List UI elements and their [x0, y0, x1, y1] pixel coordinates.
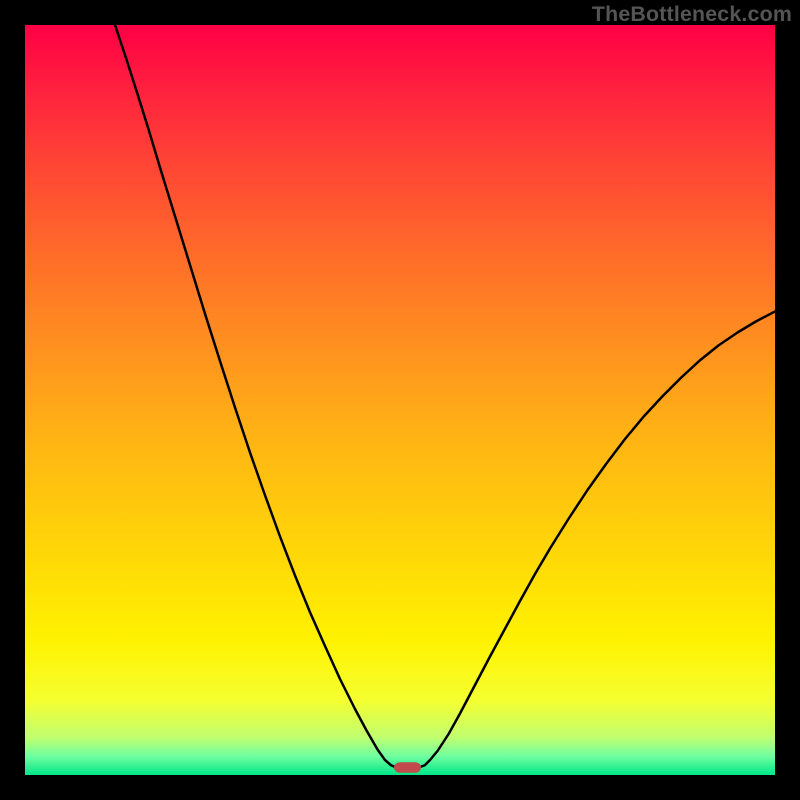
optimum-marker — [394, 762, 421, 773]
plot-svg — [25, 25, 775, 775]
gradient-background — [25, 25, 775, 775]
watermark-text: TheBottleneck.com — [592, 2, 792, 27]
bottleneck-figure: TheBottleneck.com — [0, 0, 800, 800]
